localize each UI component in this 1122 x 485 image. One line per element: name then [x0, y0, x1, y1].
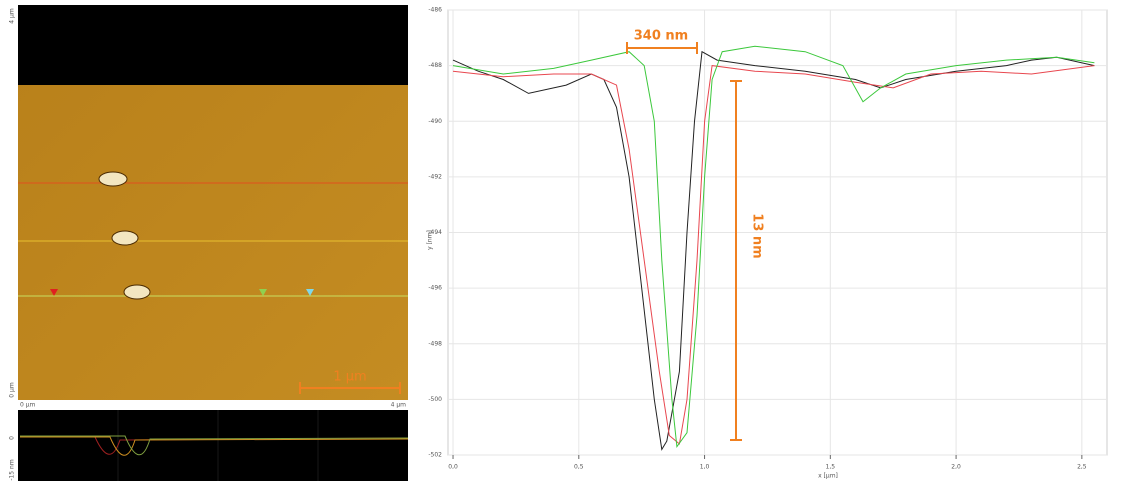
scale-bar-label: 1 µm — [333, 370, 366, 385]
x-tick-label: 0,5 — [574, 464, 584, 471]
profile-line — [452, 65, 1095, 445]
profile-strip — [18, 410, 408, 481]
y-tick-label: -502 — [428, 452, 442, 459]
width-annotation: 340 nm — [634, 29, 688, 44]
x-axis-left: 0 µm — [20, 402, 36, 409]
depth-annotation: 13 nm — [750, 213, 765, 258]
x-tick-label: 1,0 — [700, 464, 710, 471]
y-tick-label: -486 — [428, 7, 442, 14]
profile-line — [452, 45, 1095, 449]
y-axis-top: 4 µm — [9, 8, 16, 24]
afm-blank — [18, 5, 408, 85]
y-tick-label: -494 — [428, 229, 442, 236]
x-tick-label: 0,0 — [448, 464, 458, 471]
y-tick-label: -492 — [428, 173, 442, 180]
x-axis-right: 4 µm — [391, 402, 407, 409]
afm-panel: 1 µm 4 µm 0 µm 0 µm 4 µm 0 -15 nm — [9, 5, 409, 481]
particle — [98, 171, 128, 187]
profile-line — [452, 50, 1095, 451]
x-axis-label: x [µm] — [818, 473, 838, 480]
x-tick-label: 1,5 — [826, 464, 836, 471]
marker — [50, 289, 58, 296]
y-axis-label: y [nm] — [427, 230, 434, 250]
marker — [306, 289, 314, 296]
y-tick-label: -488 — [428, 62, 442, 69]
x-tick-label: 2,5 — [1077, 464, 1087, 471]
x-tick-label: 2,0 — [951, 464, 961, 471]
profile-y-bottom: -15 nm — [9, 459, 16, 481]
profile-line — [20, 436, 409, 456]
particle — [111, 230, 139, 246]
y-tick-label: -498 — [428, 340, 442, 347]
annotations: 340 nm 13 nm — [626, 29, 765, 441]
y-axis-bottom: 0 µm — [9, 382, 16, 398]
y-tick-label: -496 — [428, 285, 442, 292]
y-tick-label: -490 — [428, 118, 442, 125]
marker — [259, 289, 267, 296]
y-tick-label: -500 — [428, 396, 442, 403]
profile-chart: y [nm] x [µm] -486 -488 -490 -492 -494 -496 -4… — [427, 7, 1108, 480]
profile-y-top: 0 — [9, 436, 16, 440]
profile-line — [20, 435, 409, 456]
particle — [123, 284, 151, 300]
